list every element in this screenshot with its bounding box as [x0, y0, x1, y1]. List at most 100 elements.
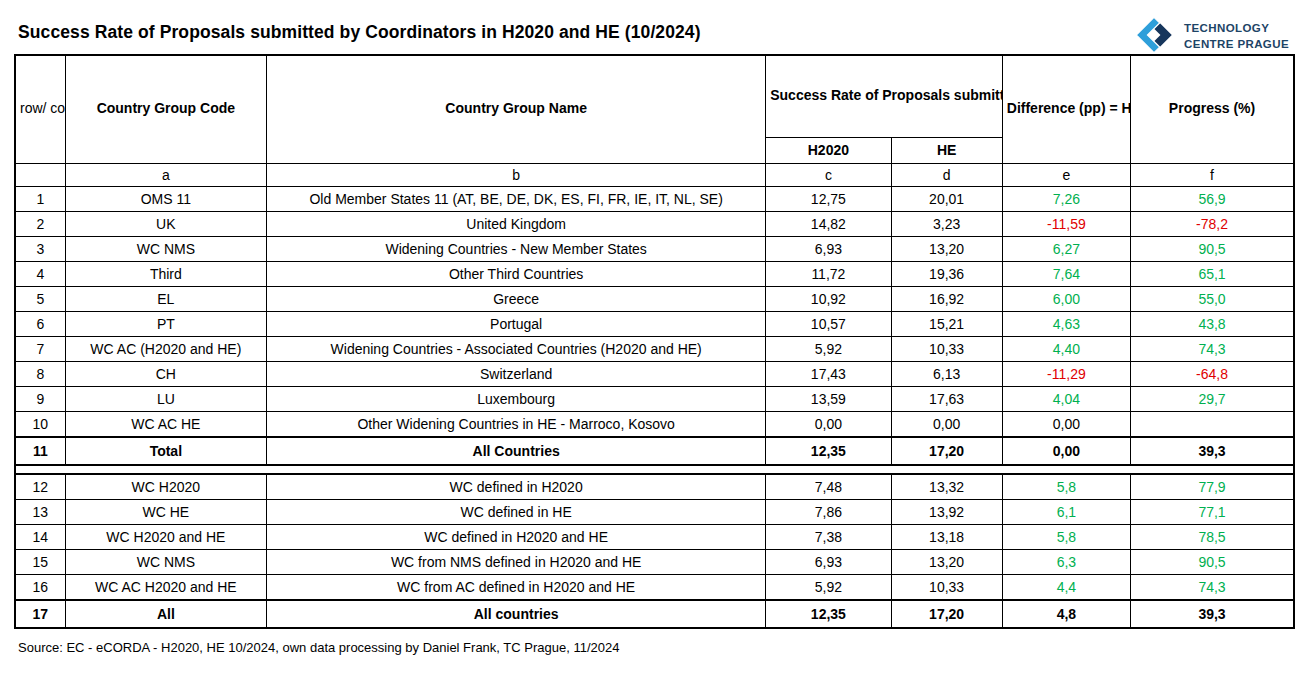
cell-h2020-value: 6,93 — [766, 549, 891, 574]
header-country-group-code: Country Group Code — [65, 55, 266, 163]
cell-difference-value: 0,00 — [1002, 437, 1130, 465]
header-row-letters: a b c d e f — [15, 163, 1294, 186]
cell-difference-value: 4,63 — [1002, 311, 1130, 336]
cell-progress-value: 74,3 — [1131, 336, 1294, 361]
cell-row-number: 5 — [15, 286, 65, 311]
table-row: 12WC H2020WC defined in H20207,4813,325,… — [15, 474, 1294, 500]
cell-difference-value: 5,8 — [1002, 524, 1130, 549]
header-progress: Progress (%) — [1131, 55, 1294, 163]
header-row-col: row/ col. — [15, 55, 65, 163]
table-row: 3WC NMSWidening Countries - New Member S… — [15, 236, 1294, 261]
cell-country-group-name: Other Third Countries — [267, 261, 766, 286]
cell-h2020-value: 17,43 — [766, 361, 891, 386]
cell-progress-value: 74,3 — [1131, 574, 1294, 600]
cell-progress-value: 39,3 — [1131, 600, 1294, 628]
table-row: 2UKUnited Kingdom14,823,23-11,59-78,2 — [15, 211, 1294, 236]
cell-difference-value: 6,1 — [1002, 499, 1130, 524]
cell-he-value: 6,13 — [891, 361, 1002, 386]
table-row: 13WC HEWC defined in HE7,8613,926,177,1 — [15, 499, 1294, 524]
cell-country-group-name: Greece — [267, 286, 766, 311]
cell-progress-value: -64,8 — [1131, 361, 1294, 386]
cell-h2020-value: 10,57 — [766, 311, 891, 336]
cell-country-group-name: United Kingdom — [267, 211, 766, 236]
page-title: Success Rate of Proposals submitted by C… — [18, 22, 701, 43]
cell-h2020-value: 7,86 — [766, 499, 891, 524]
cell-difference-value: 4,8 — [1002, 600, 1130, 628]
cell-he-value: 13,20 — [891, 549, 1002, 574]
cell-country-group-code: CH — [65, 361, 266, 386]
cell-progress-value: 29,7 — [1131, 386, 1294, 411]
letter-empty — [15, 163, 65, 186]
letter-a: a — [65, 163, 266, 186]
cell-difference-value: 6,27 — [1002, 236, 1130, 261]
cell-country-group-code: Third — [65, 261, 266, 286]
cell-progress-value: 56,9 — [1131, 186, 1294, 211]
header-country-group-name: Country Group Name — [267, 55, 766, 163]
cell-difference-value: 5,8 — [1002, 474, 1130, 500]
cell-he-value: 16,92 — [891, 286, 1002, 311]
cell-country-group-name: WC from AC defined in H2020 and HE — [267, 574, 766, 600]
cell-country-group-code: PT — [65, 311, 266, 336]
tc-prague-logo-text: TECHNOLOGY CENTRE PRAGUE — [1184, 21, 1289, 52]
table-row: 11TotalAll Countries12,3517,200,0039,3 — [15, 437, 1294, 465]
cell-h2020-value: 7,38 — [766, 524, 891, 549]
cell-difference-value: 7,26 — [1002, 186, 1130, 211]
cell-country-group-name: Portugal — [267, 311, 766, 336]
cell-country-group-name: WC defined in H2020 and HE — [267, 524, 766, 549]
cell-h2020-value: 13,59 — [766, 386, 891, 411]
letter-b: b — [267, 163, 766, 186]
cell-country-group-code: WC H2020 and HE — [65, 524, 266, 549]
tc-prague-diamond-icon — [1133, 14, 1175, 60]
cell-h2020-value: 6,93 — [766, 236, 891, 261]
cell-h2020-value: 12,75 — [766, 186, 891, 211]
cell-country-group-code: All — [65, 600, 266, 628]
cell-he-value: 13,20 — [891, 236, 1002, 261]
cell-progress-value: 90,5 — [1131, 236, 1294, 261]
cell-progress-value: 77,9 — [1131, 474, 1294, 500]
cell-difference-value: 6,3 — [1002, 549, 1130, 574]
cell-country-group-name: All Countries — [267, 437, 766, 465]
cell-country-group-name: Luxembourg — [267, 386, 766, 411]
cell-country-group-code: WC AC HE — [65, 411, 266, 437]
cell-he-value: 0,00 — [891, 411, 1002, 437]
letter-d: d — [891, 163, 1002, 186]
cell-row-number: 17 — [15, 600, 65, 628]
cell-country-group-name: WC defined in H2020 — [267, 474, 766, 500]
cell-row-number: 4 — [15, 261, 65, 286]
block-separator — [15, 465, 1294, 474]
cell-country-group-name: Widening Countries - Associated Countrie… — [267, 336, 766, 361]
table-row: 10WC AC HEOther Widening Countries in HE… — [15, 411, 1294, 437]
page: Success Rate of Proposals submitted by C… — [0, 0, 1309, 655]
cell-country-group-code: WC NMS — [65, 549, 266, 574]
cell-country-group-name: WC defined in HE — [267, 499, 766, 524]
header-difference: Difference (pp) = HE - H2020 — [1002, 55, 1130, 163]
success-rate-table: row/ col. Country Group Code Country Gro… — [14, 54, 1295, 629]
cell-country-group-code: WC AC H2020 and HE — [65, 574, 266, 600]
table-row: 6PTPortugal10,5715,214,6343,8 — [15, 311, 1294, 336]
cell-h2020-value: 7,48 — [766, 474, 891, 500]
cell-row-number: 13 — [15, 499, 65, 524]
cell-row-number: 3 — [15, 236, 65, 261]
cell-he-value: 15,21 — [891, 311, 1002, 336]
cell-row-number: 10 — [15, 411, 65, 437]
header-he: HE — [891, 137, 1002, 163]
cell-country-group-name: Old Member States 11 (AT, BE, DE, DK, ES… — [267, 186, 766, 211]
country-groups-block: 1OMS 11Old Member States 11 (AT, BE, DE,… — [15, 186, 1294, 465]
cell-difference-value: -11,29 — [1002, 361, 1130, 386]
cell-country-group-name: Widening Countries - New Member States — [267, 236, 766, 261]
cell-progress-value: 77,1 — [1131, 499, 1294, 524]
cell-h2020-value: 10,92 — [766, 286, 891, 311]
cell-he-value: 13,92 — [891, 499, 1002, 524]
table-row: 9LULuxembourg13,5917,634,0429,7 — [15, 386, 1294, 411]
cell-country-group-code: WC AC (H2020 and HE) — [65, 336, 266, 361]
cell-h2020-value: 0,00 — [766, 411, 891, 437]
cell-progress-value — [1131, 411, 1294, 437]
cell-difference-value: 4,04 — [1002, 386, 1130, 411]
cell-he-value: 13,18 — [891, 524, 1002, 549]
cell-h2020-value: 12,35 — [766, 437, 891, 465]
cell-country-group-name: Switzerland — [267, 361, 766, 386]
cell-progress-value: 39,3 — [1131, 437, 1294, 465]
cell-he-value: 20,01 — [891, 186, 1002, 211]
cell-row-number: 7 — [15, 336, 65, 361]
cell-country-group-code: LU — [65, 386, 266, 411]
